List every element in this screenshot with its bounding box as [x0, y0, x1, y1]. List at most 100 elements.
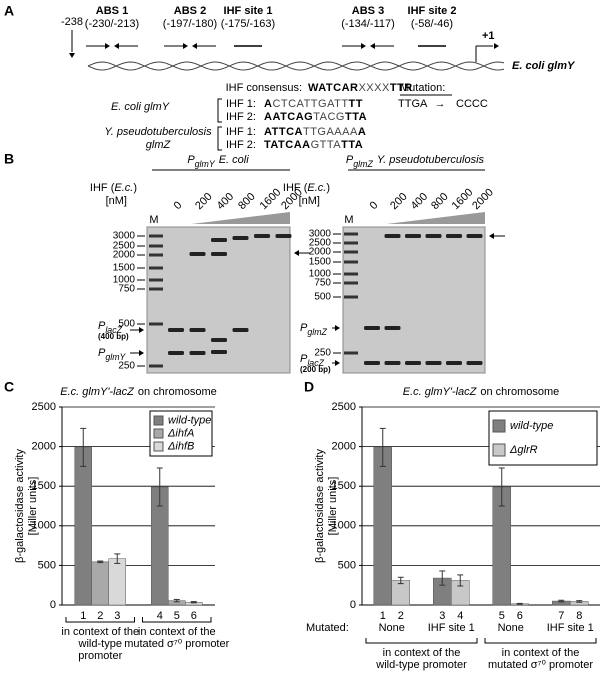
marker-band: [149, 253, 163, 257]
label-part: glmY: [195, 159, 216, 169]
complex-arrow-head: [489, 233, 494, 239]
y-tick-label: 0: [50, 599, 56, 611]
legend-label: ΔglrR: [509, 444, 538, 456]
label-part: E.c.: [307, 182, 326, 194]
legend-swatch: [153, 415, 164, 426]
panel-label: D: [304, 379, 314, 395]
marker-label: M: [344, 214, 353, 226]
marker-band: [344, 281, 358, 285]
site-label: IHF 1:: [226, 126, 256, 138]
bracket: [217, 98, 222, 123]
sequence-part: XXXX: [358, 82, 390, 94]
sequence-part: TTR: [390, 82, 413, 94]
gel-band: [189, 351, 206, 355]
marker-size: 750: [314, 278, 331, 289]
bar-number: 6: [517, 610, 523, 622]
mutation-to: CCCC: [456, 98, 488, 110]
organism-name: glmZ: [146, 139, 172, 151]
gel-band: [384, 326, 401, 330]
ihf-label: IHF (E.c.): [283, 182, 330, 194]
label-part: E.c.: [114, 182, 133, 194]
sequence-part: WATCAR: [308, 82, 358, 94]
dna-strand: [87, 61, 505, 71]
organism-name: Y. pseudotuberculosis: [104, 126, 212, 138]
caption-bracket: [484, 638, 597, 644]
gel-band: [168, 351, 184, 355]
site-name: ABS 3: [352, 5, 384, 17]
legend-swatch: [492, 443, 506, 457]
bar-number: 2: [398, 610, 404, 622]
gel-band: [254, 234, 270, 238]
label-part: P: [98, 320, 106, 332]
category-title: Mutated:: [306, 622, 349, 634]
y-tick-label: 2000: [32, 441, 56, 453]
error-bar: [156, 467, 163, 507]
label-part: IHF (: [90, 182, 115, 194]
band-label: PlacZ: [300, 353, 325, 368]
site-range: (-134/-117): [341, 18, 395, 30]
marker-band: [344, 232, 358, 236]
marker-size: 1500: [113, 263, 136, 274]
site-name: ABS 1: [96, 5, 128, 17]
error-bar: [114, 553, 121, 564]
site-arrow-head: [361, 43, 366, 49]
label-part: glmZ: [353, 159, 373, 169]
bar-number: 5: [499, 610, 505, 622]
site-label: IHF 2:: [226, 139, 256, 151]
lane-label: 0: [172, 199, 185, 212]
caption: wild-type: [78, 638, 122, 650]
gel-band: [466, 361, 483, 365]
site-arrow-head: [114, 43, 119, 49]
gel-band: [211, 252, 227, 256]
bar-number: 6: [191, 610, 197, 622]
label-part: P: [300, 353, 308, 365]
label-part: E.c. glmY'-lacZ: [60, 386, 135, 398]
site-arrow-head: [105, 43, 110, 49]
bar-number: 1: [380, 610, 386, 622]
sequence-part: TACG: [313, 111, 345, 123]
caption: promoter: [78, 650, 122, 662]
gel-band: [364, 361, 380, 365]
caption: in context of the: [138, 626, 216, 638]
error-bar: [80, 427, 87, 467]
bar-number: 1: [80, 610, 86, 622]
error-bar: [576, 600, 583, 603]
gel: [146, 226, 291, 374]
tss-arrow-head: [494, 43, 499, 49]
x-tick-label: None: [379, 622, 405, 634]
label-part: lacZ: [105, 325, 122, 335]
panel-label: B: [4, 151, 14, 167]
marker-band: [344, 241, 358, 245]
label-part: glmZ: [307, 327, 327, 337]
mutation-label: Mutation:: [400, 82, 445, 94]
gel-band: [232, 328, 249, 332]
marker-size: 750: [118, 284, 135, 295]
legend-box: [488, 410, 598, 466]
bar-number: 4: [457, 610, 463, 622]
error-bar: [173, 598, 180, 603]
error-bar: [379, 427, 386, 467]
sequence: TATCAAGTTATTA: [264, 139, 363, 151]
error-bar: [457, 574, 464, 587]
y-tick-label: 2000: [332, 441, 356, 453]
gel-band: [446, 361, 462, 365]
marker-band: [149, 364, 163, 368]
y-tick-label: 1000: [332, 520, 356, 532]
bar-number: 5: [174, 610, 180, 622]
band-arrow-head: [139, 327, 144, 333]
marker-size: 500: [314, 292, 331, 303]
error-bar: [97, 560, 104, 564]
band-label: PlacZ: [98, 320, 123, 335]
caption-bracket: [142, 617, 212, 623]
site-name: IHF site 2: [408, 5, 457, 17]
gel-band: [189, 252, 206, 256]
site-range: (-230/-213): [85, 18, 139, 30]
sequence-part: ATTCA: [264, 126, 303, 138]
marker-size: 2000: [113, 250, 136, 261]
gel-band: [446, 234, 462, 238]
caption-bracket: [365, 638, 478, 644]
band-label: PglmZ: [300, 322, 328, 337]
panel-label: C: [4, 379, 14, 395]
label-part: glmY: [105, 352, 126, 362]
